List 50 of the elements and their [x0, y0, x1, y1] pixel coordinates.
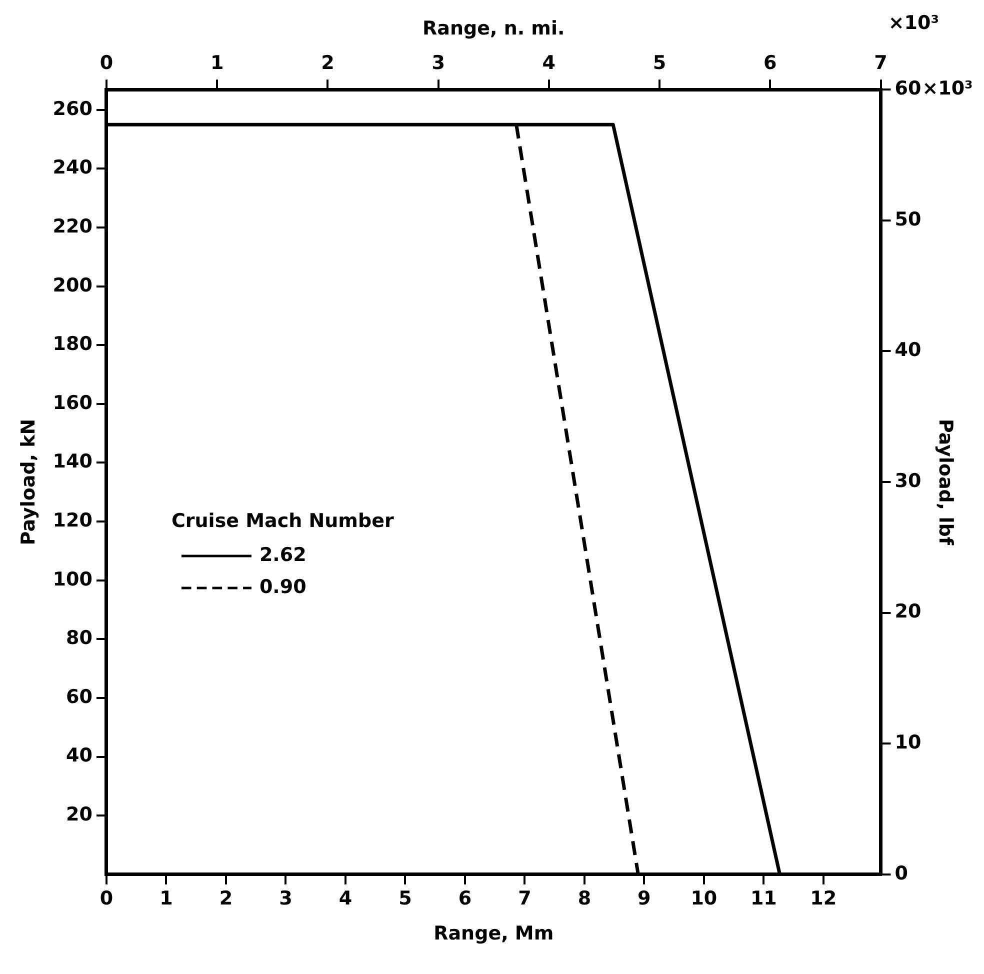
y2-tick-label: 30	[894, 470, 922, 492]
y-tick-label: 180	[52, 333, 92, 356]
text: ×10³	[888, 12, 940, 34]
legend-label: 0.90	[259, 576, 306, 598]
y-tick-label: 140	[52, 450, 92, 473]
y-tick-label: 80	[66, 627, 92, 650]
text: ×10³	[922, 78, 973, 100]
x-tick-label: 10	[690, 888, 718, 910]
x2-axis-title: Range, n. mi.	[422, 17, 565, 40]
x-tick-label: 9	[638, 888, 651, 910]
x2-tick-label: 3	[432, 52, 445, 74]
x-tick-label: 2	[219, 888, 233, 910]
x2-tick-label: 2	[321, 52, 334, 74]
y-tick-label: 100	[52, 568, 92, 590]
x2-tick-label: 5	[652, 52, 666, 74]
x-tick-label: 5	[398, 888, 412, 910]
x-tick-label: 7	[518, 888, 532, 910]
x-tick-label: 12	[810, 888, 837, 910]
y-tick-label: 160	[52, 392, 92, 414]
y2-tick-label: 60	[894, 78, 922, 100]
x2-tick-label: 6	[764, 52, 777, 74]
x-tick-label: 0	[100, 888, 114, 910]
x-tick-label: 4	[338, 888, 352, 910]
y2-tick-label: 40	[894, 339, 922, 362]
x-tick-label: 8	[578, 888, 592, 910]
y-tick-label: 120	[52, 509, 92, 532]
y2-tick-label: 50	[894, 208, 922, 230]
y2-tick-label: 10	[894, 732, 922, 754]
x2-tick-label: 7	[874, 52, 888, 74]
x-tick-label: 6	[458, 888, 472, 910]
y-tick-label: 240	[52, 156, 92, 179]
x-tick-label: 1	[160, 888, 173, 910]
x-tick-label: 3	[279, 888, 292, 910]
y-tick-label: 60	[66, 686, 92, 708]
x-tick-label: 11	[750, 888, 777, 910]
legend-title: Cruise Mach Number	[171, 510, 394, 532]
y2-axis-title: Payload, lbf	[934, 418, 957, 546]
y2-tick-label: 0	[894, 862, 908, 884]
y2-tick-label: 20	[894, 600, 922, 623]
y-tick-label: 20	[66, 804, 92, 826]
legend-label: 2.62	[259, 544, 306, 566]
x2-tick-label: 1	[210, 52, 224, 74]
x-axis-title: Range, Mm	[434, 922, 554, 945]
y-axis-title: Payload, kN	[17, 418, 40, 546]
y-tick-label: 40	[66, 744, 92, 767]
y-tick-label: 260	[52, 98, 92, 120]
x2-tick-label: 4	[542, 52, 556, 74]
y-tick-label: 220	[52, 215, 92, 238]
x2-tick-label: 0	[100, 52, 114, 74]
y-tick-label: 200	[52, 274, 92, 296]
